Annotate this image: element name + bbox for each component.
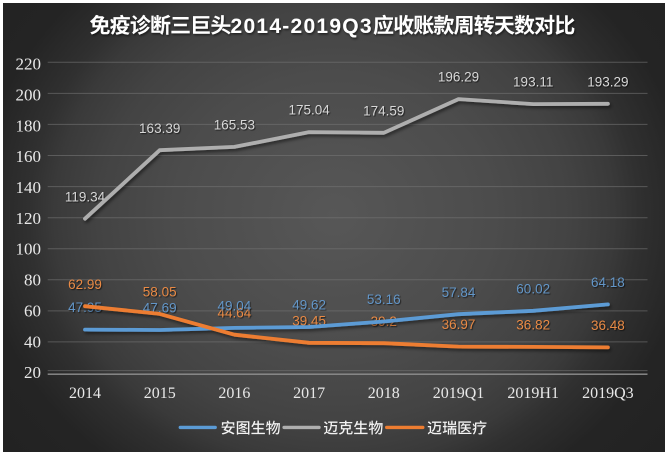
svg-text:60.02: 60.02 xyxy=(516,281,550,296)
svg-text:57.84: 57.84 xyxy=(442,285,476,300)
svg-text:2017: 2017 xyxy=(293,385,325,402)
svg-text:2014: 2014 xyxy=(69,385,101,402)
svg-text:165.53: 165.53 xyxy=(214,118,255,133)
svg-text:2014-2019Q3: 2014-2019Q3 xyxy=(231,15,373,38)
svg-text:119.34: 119.34 xyxy=(65,189,106,204)
svg-text:62.99: 62.99 xyxy=(68,277,102,292)
svg-text:2019Q3: 2019Q3 xyxy=(582,385,634,402)
svg-text:120: 120 xyxy=(16,209,42,228)
svg-text:49.62: 49.62 xyxy=(292,298,326,313)
svg-text:64.18: 64.18 xyxy=(591,275,625,290)
svg-text:180: 180 xyxy=(16,116,42,135)
svg-text:2018: 2018 xyxy=(368,385,400,402)
svg-text:36.48: 36.48 xyxy=(591,318,625,333)
svg-text:2019Q1: 2019Q1 xyxy=(433,385,485,402)
svg-text:200: 200 xyxy=(16,86,42,105)
svg-text:2016: 2016 xyxy=(218,385,250,402)
svg-text:196.29: 196.29 xyxy=(438,70,479,85)
svg-text:60: 60 xyxy=(24,301,41,320)
svg-text:193.29: 193.29 xyxy=(587,74,628,89)
svg-text:160: 160 xyxy=(16,147,42,166)
svg-text:36.82: 36.82 xyxy=(516,318,550,333)
svg-text:2015: 2015 xyxy=(144,385,176,402)
svg-text:36.97: 36.97 xyxy=(442,317,476,332)
svg-text:20: 20 xyxy=(24,363,41,382)
svg-text:2019H1: 2019H1 xyxy=(507,385,559,402)
svg-text:58.05: 58.05 xyxy=(143,285,177,300)
svg-text:163.39: 163.39 xyxy=(139,121,180,136)
svg-text:174.59: 174.59 xyxy=(363,103,404,118)
svg-text:40: 40 xyxy=(24,332,41,351)
svg-text:80: 80 xyxy=(24,271,41,290)
svg-text:53.16: 53.16 xyxy=(367,292,401,307)
svg-text:220: 220 xyxy=(16,55,42,74)
svg-text:100: 100 xyxy=(16,240,42,259)
svg-text:44.64: 44.64 xyxy=(218,305,252,320)
svg-text:175.04: 175.04 xyxy=(288,103,330,118)
svg-text:193.11: 193.11 xyxy=(513,75,553,90)
svg-text:140: 140 xyxy=(16,178,42,197)
svg-text:49.04: 49.04 xyxy=(218,299,252,314)
